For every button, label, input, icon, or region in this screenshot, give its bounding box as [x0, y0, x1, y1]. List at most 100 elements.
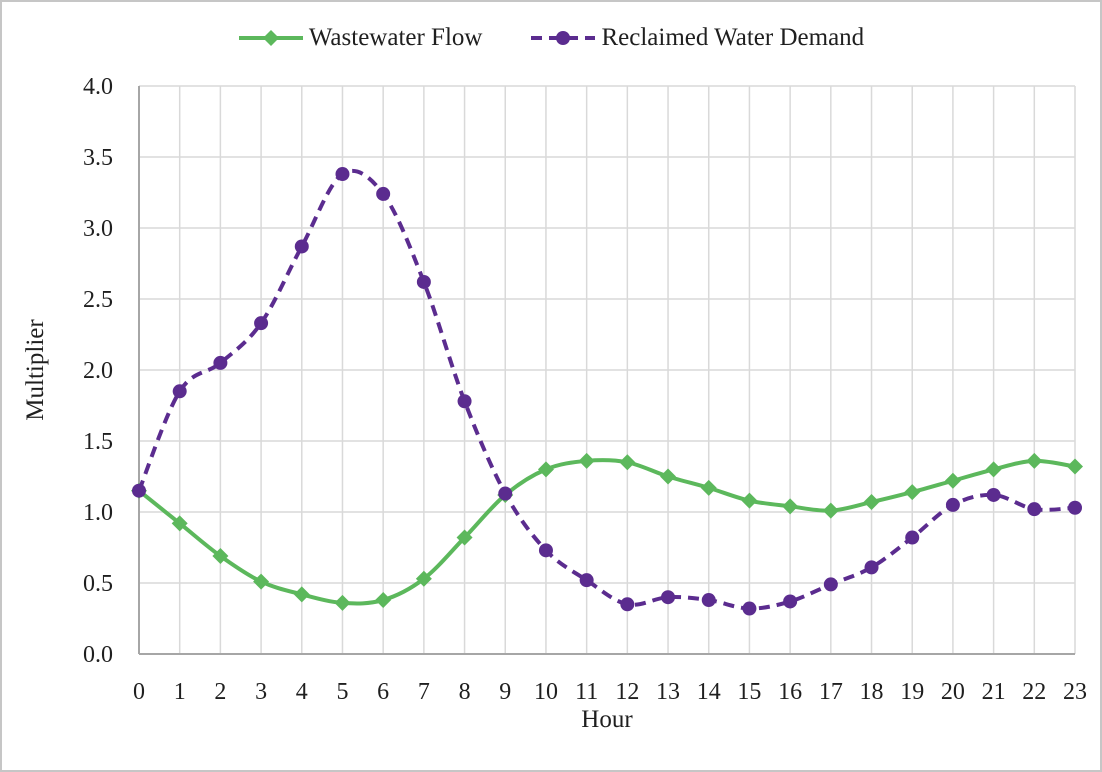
- reclaimed-water-demand-point: [1068, 500, 1082, 515]
- x-tick-label: 9: [499, 679, 511, 705]
- x-tick-label: 14: [697, 679, 721, 705]
- wastewater-flow-line: [137, 458, 1077, 606]
- gridlines: [138, 85, 1076, 654]
- wastewater-flow-point: [904, 484, 921, 501]
- wastewater-flow-point: [375, 592, 392, 609]
- wastewater-flow-point: [212, 548, 229, 565]
- reclaimed-water-demand-point: [620, 597, 635, 612]
- x-tick-label: 5: [336, 679, 348, 705]
- reclaimed-water-demand-point: [661, 590, 676, 605]
- legend-label-wastewater-flow: Wastewater Flow: [308, 24, 483, 51]
- series-reclaimed-water-demand: [132, 167, 1082, 616]
- series-wastewater-flow: [131, 452, 1083, 611]
- reclaimed-water-demand-point: [823, 577, 838, 592]
- wastewater-flow-point: [537, 461, 554, 478]
- reclaimed-water-demand-point: [538, 543, 553, 558]
- x-tick-label: 19: [900, 679, 924, 705]
- reclaimed-water-demand-line: [137, 168, 1076, 611]
- x-tick-label: 3: [255, 679, 267, 705]
- reclaimed-water-demand-point: [986, 487, 1001, 502]
- reclaimed-water-demand-point: [335, 167, 350, 182]
- y-tick-label: 3.0: [83, 216, 113, 242]
- wastewater-flow-point: [944, 472, 961, 489]
- y-tick-label: 1.0: [83, 500, 113, 526]
- reclaimed-water-demand-point: [498, 486, 513, 501]
- wastewater-flow-point: [293, 586, 310, 603]
- y-tick-label: 3.5: [83, 145, 113, 171]
- reclaimed-water-demand-point: [864, 560, 879, 575]
- y-axis-title: Multiplier: [22, 319, 49, 421]
- x-tick-label: 0: [133, 679, 145, 705]
- x-tick-label: 21: [982, 679, 1006, 705]
- y-tick-labels: 0.0 0.5 1.0 1.5 2.0 2.5 3.0 3.5 4.0: [83, 74, 113, 668]
- wastewater-flow-point: [985, 461, 1002, 478]
- x-tick-label: 23: [1063, 679, 1087, 705]
- reclaimed-water-demand-point: [416, 274, 431, 289]
- legend-item-wastewater-flow: Wastewater Flow: [238, 24, 483, 52]
- reclaimed-water-demand-point: [742, 601, 757, 616]
- y-tick-label: 4.0: [83, 74, 113, 100]
- reclaimed-water-demand-line-sample-icon: [531, 31, 596, 45]
- legend-item-reclaimed-water-demand: Reclaimed Water Demand: [530, 24, 864, 52]
- reclaimed-water-demand-point: [254, 316, 269, 331]
- x-tick-label: 11: [575, 679, 598, 705]
- x-tick-label: 7: [418, 679, 430, 705]
- y-tick-label: 2.0: [83, 358, 113, 384]
- reclaimed-water-demand-point: [783, 594, 798, 609]
- x-tick-label: 4: [296, 679, 308, 705]
- wastewater-flow-point: [700, 479, 717, 496]
- wastewater-flow-point: [1026, 452, 1043, 469]
- x-tick-labels: 0 1 2 3 4 5 6 7 8 9 10 11 12 13 14 15 16 17 18 19 20 21 22 23: [133, 679, 1087, 705]
- x-tick-label: 16: [778, 679, 802, 705]
- wastewater-flow-point: [253, 573, 270, 590]
- reclaimed-water-demand-point: [172, 384, 187, 399]
- y-tick-label: 1.5: [83, 429, 113, 455]
- reclaimed-water-demand-point: [579, 573, 594, 588]
- wastewater-flow-point: [782, 498, 799, 515]
- x-tick-label: 20: [941, 679, 965, 705]
- x-tick-label: 12: [615, 679, 639, 705]
- wastewater-flow-point: [334, 594, 351, 611]
- reclaimed-water-demand-point: [213, 355, 228, 370]
- y-tick-label: 2.5: [83, 287, 113, 313]
- x-axis-title: Hour: [581, 706, 633, 733]
- wastewater-flow-point: [822, 502, 839, 519]
- x-tick-label: 2: [214, 679, 226, 705]
- reclaimed-water-demand-point: [1027, 502, 1042, 517]
- wastewater-flow-point: [863, 494, 880, 511]
- y-tick-label: 0.0: [83, 642, 113, 668]
- x-tick-label: 6: [377, 679, 389, 705]
- reclaimed-water-demand-point: [905, 530, 920, 545]
- x-tick-label: 13: [656, 679, 680, 705]
- x-tick-label: 10: [534, 679, 558, 705]
- x-tick-label: 22: [1022, 679, 1046, 705]
- wastewater-flow-point: [578, 452, 595, 469]
- x-tick-label: 8: [459, 679, 471, 705]
- wastewater-flow-point: [660, 468, 677, 485]
- legend-label-reclaimed-water-demand: Reclaimed Water Demand: [601, 24, 865, 51]
- legend-diamond-marker-icon: [262, 30, 279, 46]
- y-tick-label: 0.5: [83, 571, 113, 597]
- wastewater-flow-point: [619, 454, 636, 471]
- reclaimed-water-demand-point: [376, 186, 391, 201]
- legend: Wastewater Flow Reclaimed Water Demand: [2, 24, 1100, 52]
- wastewater-flow-point: [415, 570, 432, 587]
- reclaimed-water-demand-point: [701, 593, 716, 608]
- wastewater-flow-line-sample-icon: [238, 30, 303, 46]
- reclaimed-water-demand-point: [945, 497, 960, 512]
- wastewater-flow-point: [456, 529, 473, 546]
- reclaimed-water-demand-point: [294, 239, 309, 254]
- x-tick-label: 1: [174, 679, 186, 705]
- wastewater-flow-point: [1067, 458, 1083, 475]
- wastewater-flow-point: [171, 515, 188, 532]
- reclaimed-water-demand-point: [457, 394, 472, 409]
- axes: [138, 86, 1075, 655]
- x-tick-label: 18: [860, 679, 884, 705]
- legend-circle-marker-icon: [556, 31, 571, 45]
- x-tick-label: 17: [819, 679, 843, 705]
- wastewater-flow-point: [741, 492, 758, 509]
- x-tick-label: 15: [737, 679, 761, 705]
- reclaimed-water-demand-point: [132, 483, 146, 498]
